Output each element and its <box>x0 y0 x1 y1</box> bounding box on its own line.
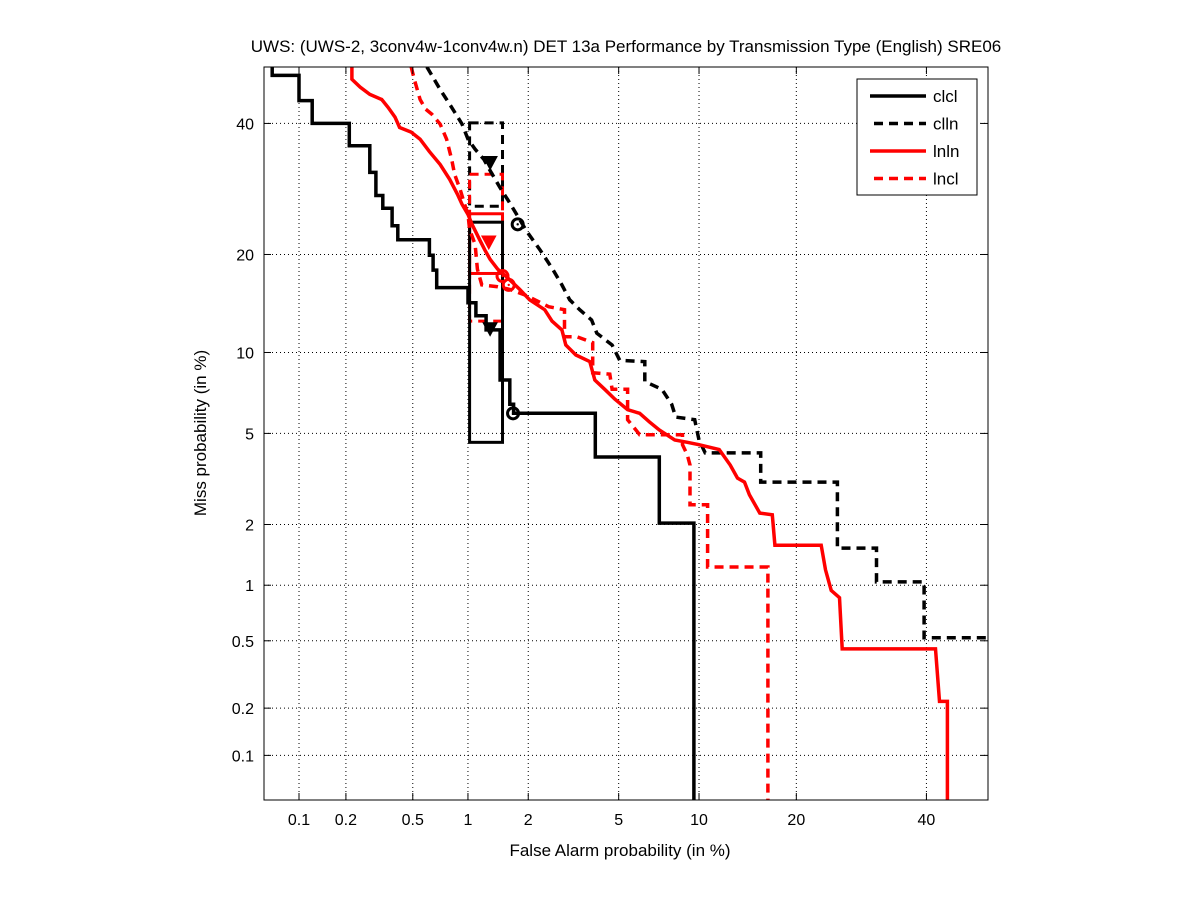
chart-title: UWS: (UWS-2, 3conv4w-1conv4w.n) DET 13a … <box>251 37 1002 56</box>
grid <box>264 67 988 800</box>
y-tick-label: 0.2 <box>232 701 254 718</box>
x-tick-label: 10 <box>690 812 708 829</box>
confidence-box-clcl <box>468 220 505 444</box>
y-tick-label: 20 <box>236 247 254 264</box>
x-tick-label: 2 <box>524 812 533 829</box>
x-tick-label: 1 <box>464 812 473 829</box>
operating-point-markers <box>480 156 525 421</box>
y-tick-label: 5 <box>245 426 254 443</box>
x-tick-label: 40 <box>918 812 936 829</box>
confidence-box-clln <box>468 121 505 208</box>
plot-area <box>270 67 988 800</box>
y-tick-label: 1 <box>245 578 254 595</box>
x-tick-label: 0.5 <box>402 812 424 829</box>
series-line-clcl <box>270 67 696 800</box>
y-tick-label: 0.1 <box>232 748 254 765</box>
actual-decision-marker-clln <box>482 156 498 171</box>
series-line-lnln <box>350 67 950 800</box>
legend-label-lnln: lnln <box>933 142 959 161</box>
series-line-clln <box>425 67 988 640</box>
x-axis-ticks: 0.1 0.2 0.5 1 2 5 10 20 40 <box>288 67 936 829</box>
min-cost-marker-dot-clln <box>516 223 519 226</box>
y-axis-label: Miss probability (in %) <box>191 350 210 516</box>
actual-decision-marker-clcl <box>482 322 498 337</box>
min-cost-marker-lncl <box>501 277 516 292</box>
series-lines <box>270 67 988 800</box>
min-cost-marker-clcl <box>506 406 521 421</box>
x-tick-label: 5 <box>614 812 623 829</box>
y-tick-label: 10 <box>236 345 254 362</box>
x-axis-label: False Alarm probability (in %) <box>509 841 730 860</box>
min-cost-marker-dot-lncl <box>507 283 510 287</box>
min-cost-marker-dot-lnln <box>501 274 504 278</box>
x-tick-label: 0.2 <box>335 812 357 829</box>
legend-label-clcl: clcl <box>933 87 958 106</box>
y-tick-label: 0.5 <box>232 634 254 651</box>
y-tick-label: 40 <box>236 116 254 133</box>
legend-label-lncl: lncl <box>933 170 959 189</box>
min-cost-marker-dot-clcl <box>511 412 515 415</box>
legend-label-clln: clln <box>933 115 959 134</box>
x-tick-label: 20 <box>787 812 805 829</box>
min-cost-marker-clln <box>510 217 525 232</box>
y-tick-label: 2 <box>245 517 254 534</box>
legend-box <box>856 78 978 196</box>
series-line-lncl <box>409 67 770 800</box>
y-axis-ticks: 0.1 0.2 0.5 1 2 5 10 20 40 <box>232 116 988 765</box>
min-cost-marker-lnln <box>495 269 510 284</box>
actual-decision-marker-lnln <box>480 235 497 251</box>
x-tick-label: 0.1 <box>288 812 310 829</box>
legend: clcl clln lnln lncl <box>856 78 978 196</box>
